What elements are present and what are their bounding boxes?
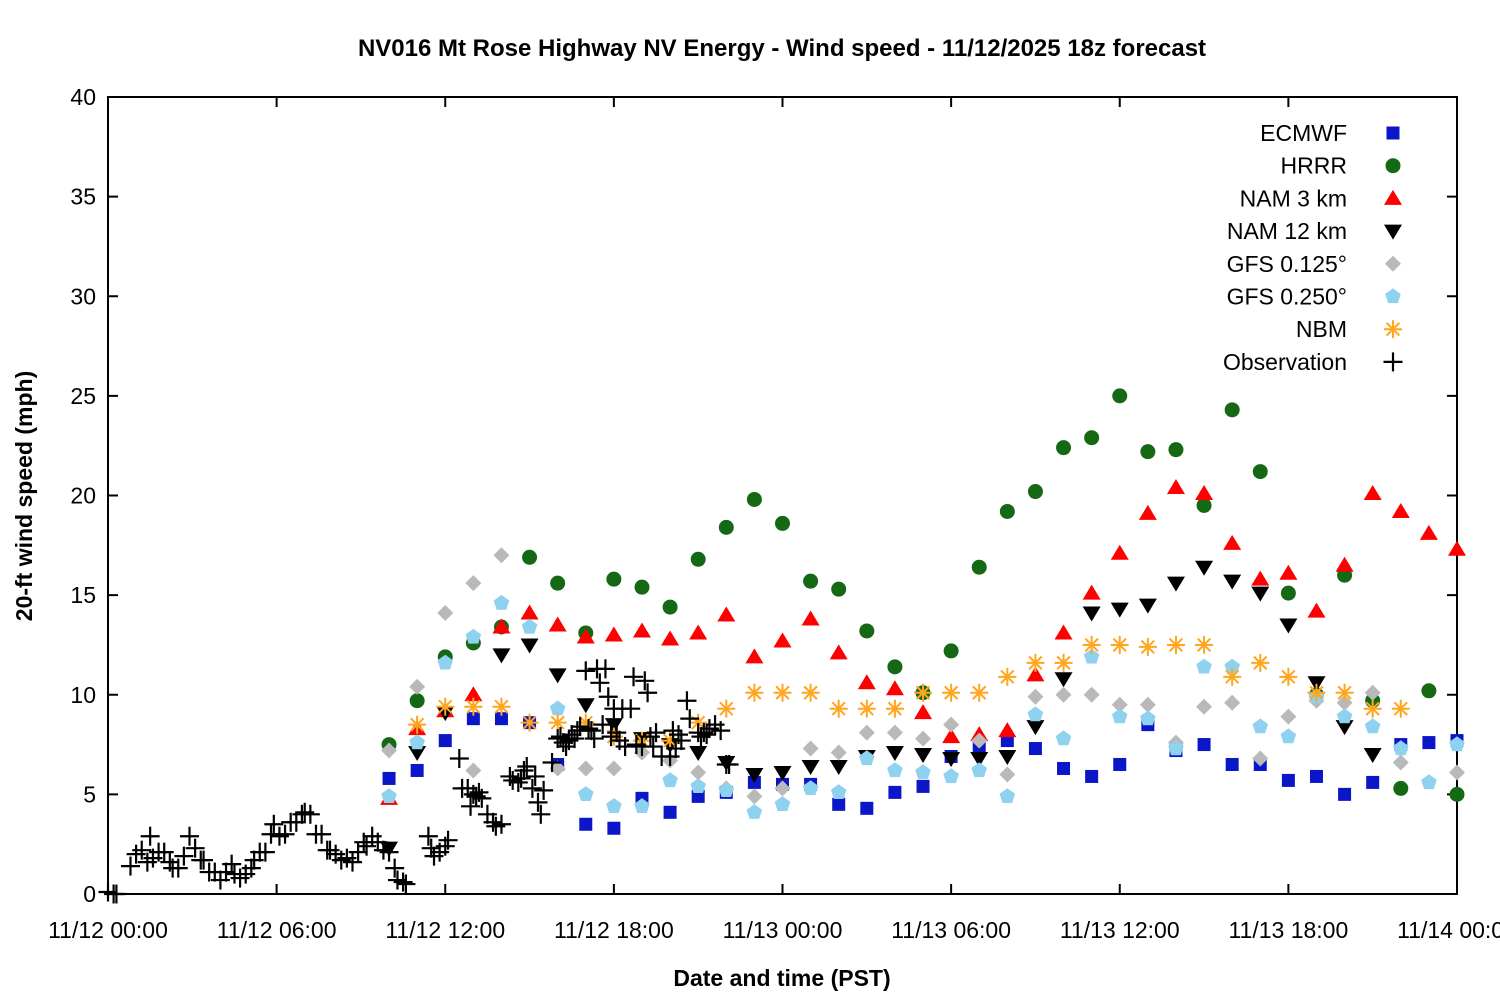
y-tick-label: 35	[70, 184, 96, 210]
legend-marker-circle-icon	[1385, 158, 1401, 174]
legend-item-gfs-0-125: GFS 0.125°	[1227, 251, 1401, 277]
legend-label: NAM 3 km	[1240, 185, 1347, 211]
legend-label: Observation	[1223, 349, 1347, 375]
plot-axes: 11/12 00:00 11/12 06:00 11/12 12:00 11/12 1…	[48, 84, 1500, 943]
legend-label: ECMWF	[1260, 120, 1347, 146]
x-tick-label: 11/12 18:00	[554, 917, 674, 943]
legend-marker-pentagon-icon	[1385, 288, 1401, 304]
y-tick-label: 15	[70, 582, 96, 608]
y-tick-label: 20	[70, 483, 96, 509]
y-tick-label: 10	[70, 682, 96, 708]
series-observation	[98, 659, 739, 904]
legend-item-hrrr: HRRR	[1281, 153, 1401, 179]
y-tick-label: 30	[70, 283, 96, 309]
legend-marker-triangle-down-icon	[1384, 224, 1402, 240]
legend-marker-diamond-icon	[1385, 255, 1401, 272]
y-axis-label: 20-ft wind speed (mph)	[11, 371, 37, 621]
legend-label: NBM	[1296, 316, 1347, 342]
x-tick-label: 11/14 00:00	[1397, 917, 1500, 943]
legend-label: GFS 0.125°	[1227, 251, 1347, 277]
series-nbm	[408, 635, 1410, 750]
legend-label: HRRR	[1281, 153, 1347, 179]
x-tick-label: 11/12 06:00	[217, 917, 337, 943]
x-tick-label: 11/13 18:00	[1228, 917, 1348, 943]
legend-marker-star8-icon	[1384, 320, 1402, 339]
series-nam-3-km	[380, 479, 1466, 805]
legend-item-nbm: NBM	[1296, 316, 1402, 342]
y-tick-label: 5	[83, 781, 96, 807]
series-gfs-0-125	[381, 547, 1465, 805]
legend-marker-plus-icon	[1383, 352, 1403, 372]
legend-marker-triangle-up-icon	[1384, 189, 1402, 205]
legend-item-nam-12-km: NAM 12 km	[1227, 218, 1402, 244]
y-tick-label: 40	[70, 84, 96, 110]
x-tick-label: 11/12 00:00	[48, 917, 168, 943]
y-tick-label: 0	[83, 881, 96, 907]
legend: ECMWF HRRR NAM 3 km NAM 12 km GFS 0.125° GFS …	[1223, 120, 1403, 375]
legend-item-observation: Observation	[1223, 349, 1403, 375]
chart-title: NV016 Mt Rose Highway NV Energy - Wind s…	[358, 35, 1206, 62]
y-tick-label: 25	[70, 383, 96, 409]
x-tick-label: 11/13 06:00	[891, 917, 1011, 943]
plot-points	[98, 388, 1466, 904]
legend-item-ecmwf: ECMWF	[1260, 120, 1400, 146]
legend-item-gfs-0-250: GFS 0.250°	[1227, 284, 1401, 310]
x-tick-label: 11/13 00:00	[723, 917, 843, 943]
series-hrrr	[381, 388, 1465, 802]
legend-label: GFS 0.250°	[1227, 284, 1347, 310]
x-axis-label: Date and time (PST)	[673, 965, 890, 991]
legend-marker-square-icon	[1386, 126, 1400, 140]
legend-item-nam-3-km: NAM 3 km	[1240, 185, 1402, 211]
legend-label: NAM 12 km	[1227, 218, 1347, 244]
x-tick-label: 11/13 12:00	[1060, 917, 1180, 943]
series-gfs-0-250	[381, 594, 1465, 819]
x-tick-label: 11/12 12:00	[385, 917, 505, 943]
